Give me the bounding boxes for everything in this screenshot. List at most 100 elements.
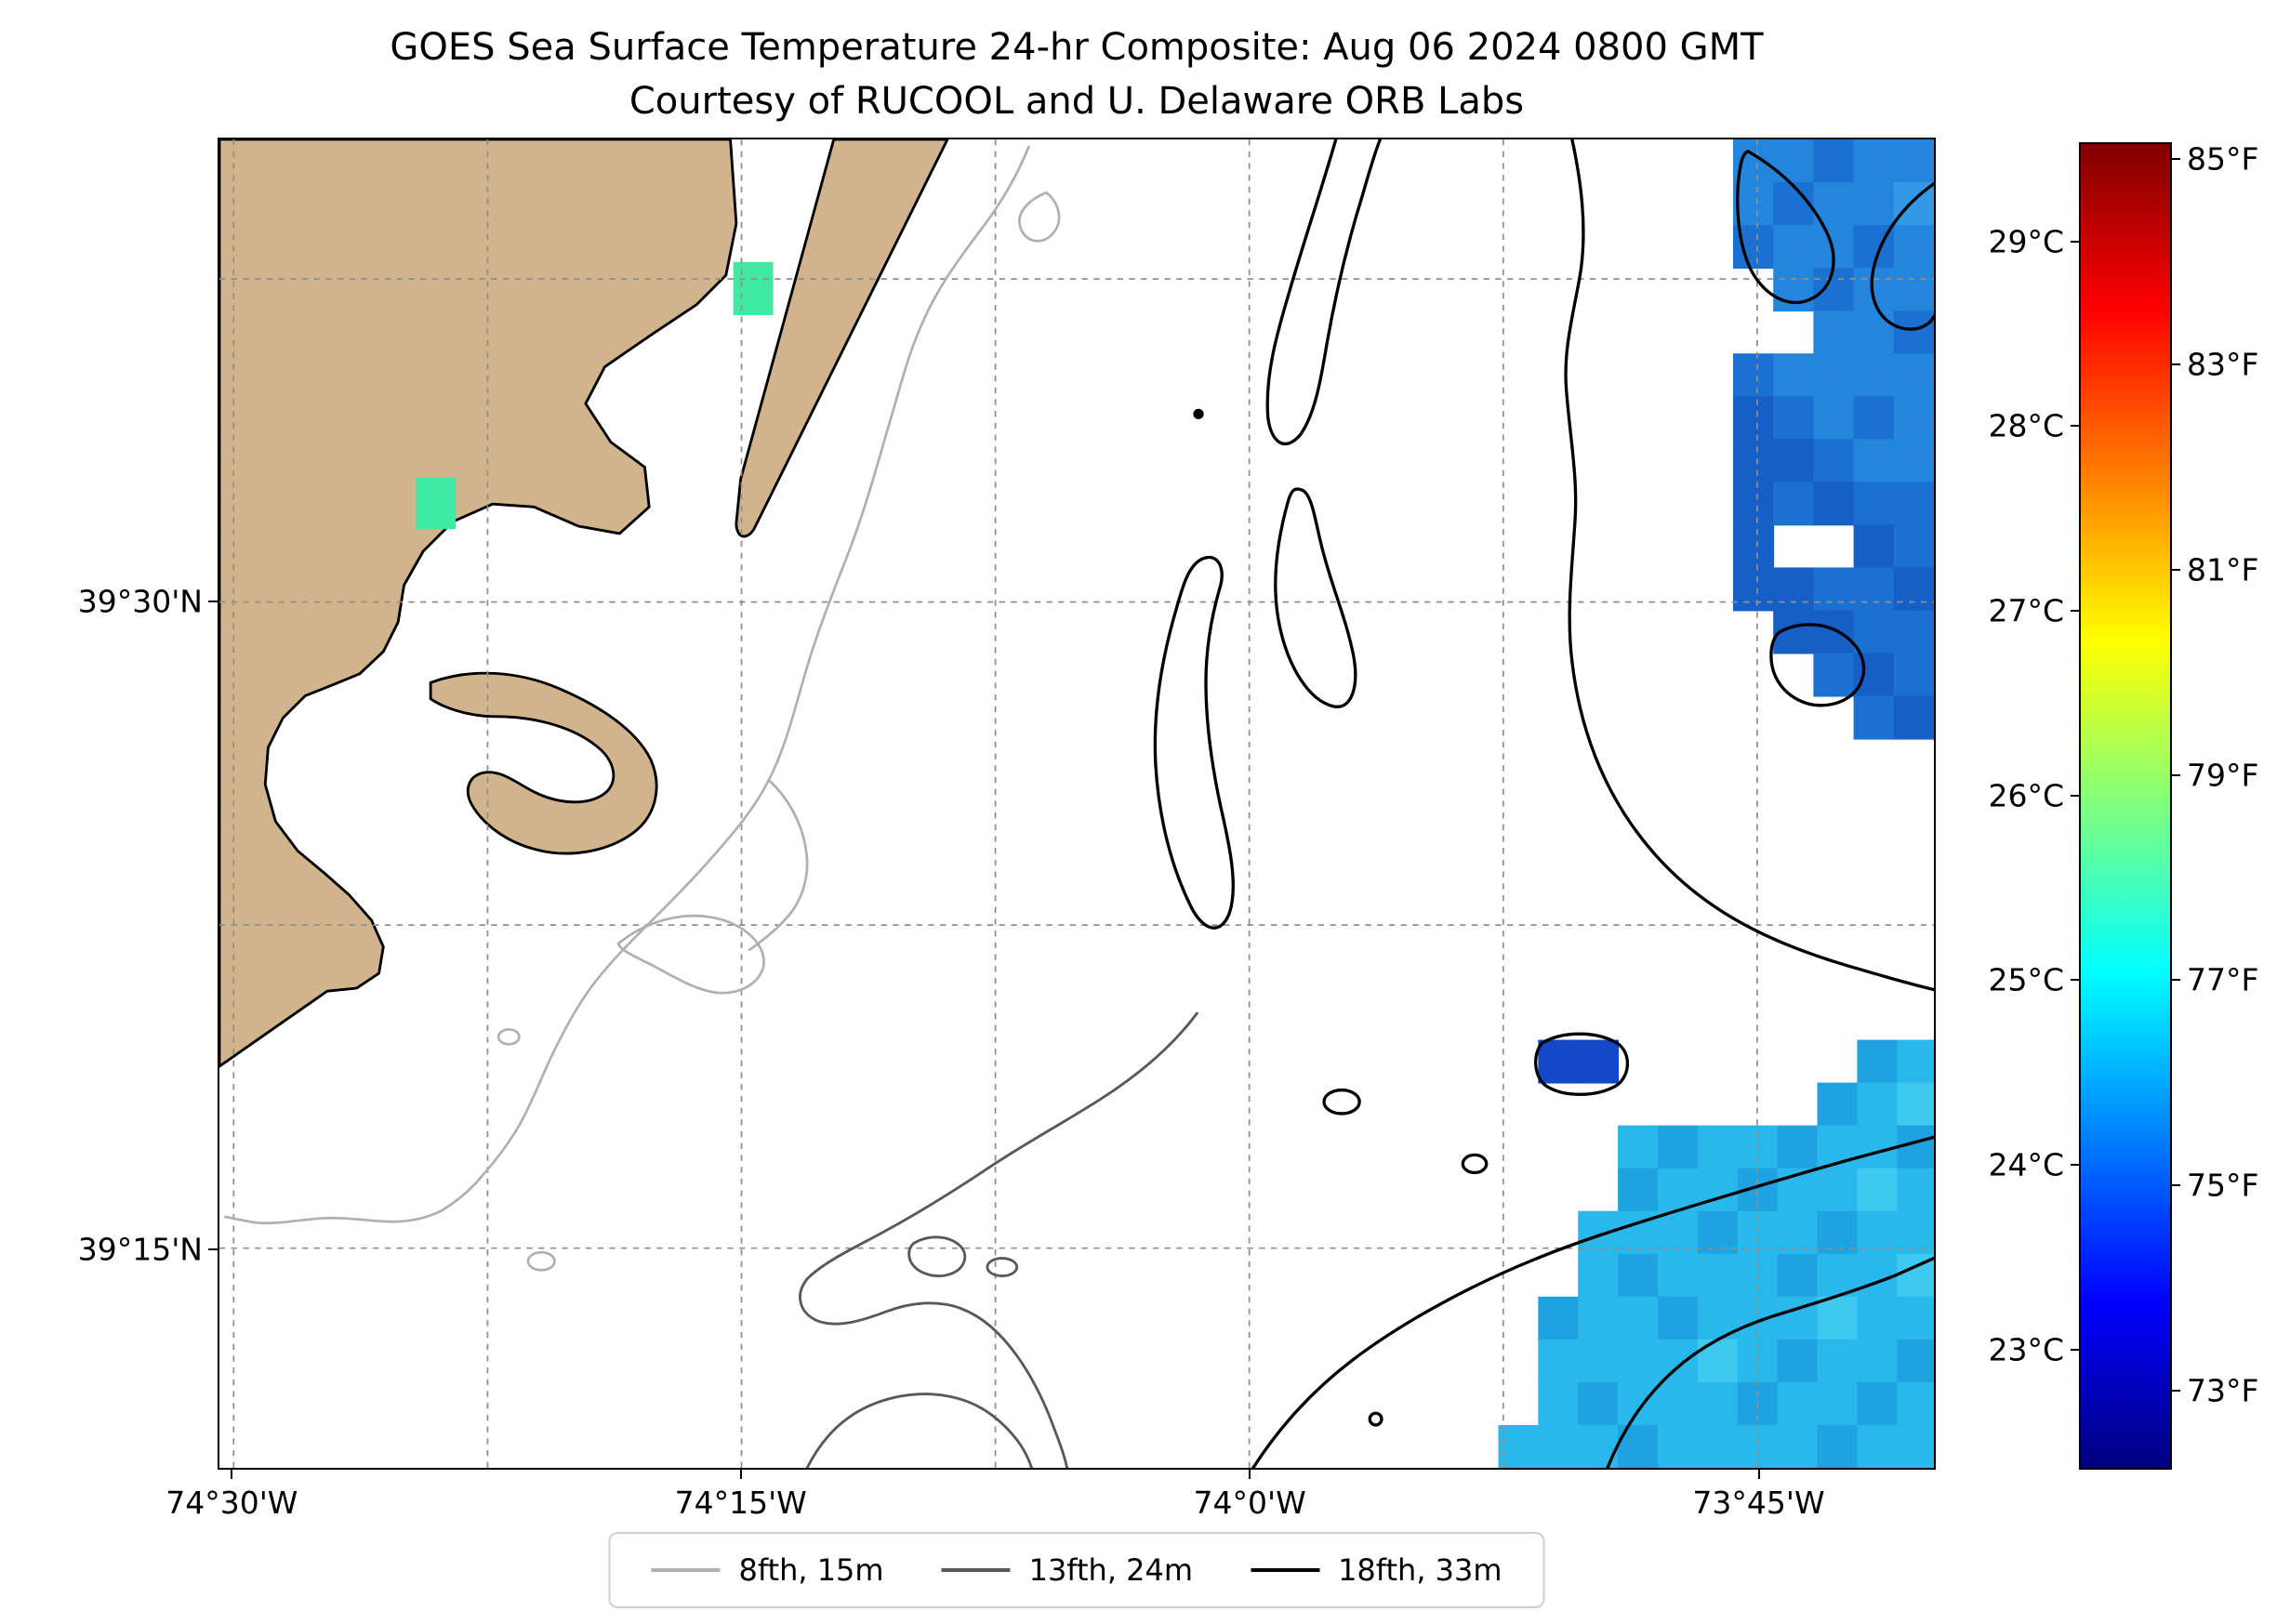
contour-18fth-loop-a <box>1153 555 1235 930</box>
colorbar-tick-fahrenheit <box>2172 158 2180 161</box>
sst-pixel <box>1773 439 1815 483</box>
sst-pixel <box>1732 524 1775 569</box>
sst-pixel <box>1813 653 1855 697</box>
sst-pixel <box>1618 1253 1659 1298</box>
sst-pixel <box>1578 1296 1620 1340</box>
sst-pixel <box>1538 1381 1580 1426</box>
sst-pixel <box>1893 310 1934 355</box>
sst-pixel <box>1853 182 1895 227</box>
sst-pixel <box>1893 225 1934 270</box>
inland-sst-pixel <box>416 477 457 530</box>
contour-18fth-islet-b <box>1461 1153 1489 1175</box>
sst-pixel <box>1773 268 1815 312</box>
sst-pixel <box>1657 1296 1699 1340</box>
colorbar-label-celsius: 25°C <box>1988 961 2064 998</box>
legend-item: 18fth, 33m <box>1251 1552 1502 1588</box>
sst-pixel <box>1853 482 1895 526</box>
sst-pixel <box>1697 1253 1739 1298</box>
sst-pixel <box>1578 1253 1620 1298</box>
sst-pixel <box>1893 567 1934 612</box>
sst-pixel <box>1813 139 1855 183</box>
x-tick-mark <box>1757 1470 1760 1479</box>
x-tick-label: 74°30'W <box>165 1485 298 1521</box>
sst-pixel <box>1897 1168 1934 1212</box>
contour-18fth-islet-a <box>1322 1088 1361 1116</box>
sst-pixel <box>1813 439 1855 483</box>
legend: 8fth, 15m 13fth, 24m 18fth, 33m <box>608 1532 1545 1608</box>
map-canvas <box>219 139 1934 1468</box>
colorbar-label-celsius: 26°C <box>1988 777 2064 814</box>
sst-pixel <box>1853 139 1895 183</box>
sst-pixel <box>1777 1125 1819 1169</box>
sst-pixel <box>1657 1125 1699 1169</box>
contour-18fth-bottom-band-2 <box>1606 1256 1934 1468</box>
sst-pixel <box>1773 225 1815 270</box>
sst-pixel <box>1897 1210 1934 1255</box>
sst-pixel <box>1697 1381 1739 1426</box>
contour-18fth-top-hairpin <box>1265 139 1383 446</box>
plot-title-line2: Courtesy of RUCOOL and U. Delaware ORB L… <box>629 80 1525 123</box>
colorbar-tick-celsius <box>2071 610 2079 613</box>
sst-pixel <box>1773 396 1815 441</box>
contour-13fth-bottom <box>805 1393 1033 1468</box>
sst-pixel <box>1853 610 1895 654</box>
sst-pixel <box>1893 139 1934 183</box>
colorbar-label-fahrenheit: 79°F <box>2187 757 2259 794</box>
sst-pixel <box>1897 1125 1934 1169</box>
sst-pixel <box>1897 1039 1934 1084</box>
sst-pixel <box>1857 1339 1899 1383</box>
sst-pixel <box>1813 610 1855 654</box>
sst-pixel <box>1732 567 1775 612</box>
colorbar-label-fahrenheit: 85°F <box>2187 140 2259 178</box>
land-barrier-spit <box>735 139 949 538</box>
contour-13fth-loop <box>907 1235 967 1277</box>
inland-sst-pixel <box>733 261 774 315</box>
sst-pixel <box>1893 482 1934 526</box>
sst-pixel <box>1773 482 1815 526</box>
x-tick-mark <box>231 1470 233 1479</box>
sst-pixel <box>1893 653 1934 697</box>
contour-13fth-24m <box>799 1011 1198 1468</box>
legend-label: 13fth, 24m <box>1028 1552 1194 1588</box>
colorbar-tick-fahrenheit <box>2172 1390 2180 1392</box>
sst-pixel <box>1773 567 1815 612</box>
colorbar <box>2079 142 2172 1470</box>
colorbar-label-celsius: 29°C <box>1988 223 2064 260</box>
plot-title-line1: GOES Sea Surface Temperature 24-hr Compo… <box>390 26 1764 69</box>
contour-8fth-main <box>224 145 1030 1225</box>
contour-8fth-loop-b <box>496 1028 521 1046</box>
contour-8fth-15m <box>224 145 1061 1272</box>
sst-pixel <box>1857 1424 1899 1468</box>
sst-pixel <box>1777 1339 1819 1383</box>
colorbar-tick-fahrenheit <box>2172 979 2180 982</box>
sst-pixel <box>1813 482 1855 526</box>
colorbar-tick-celsius <box>2071 240 2079 243</box>
contour-18fth-bottom-band-1 <box>1251 1135 1934 1468</box>
sst-pixel <box>1773 353 1815 398</box>
sst-pixel <box>1813 567 1855 612</box>
y-tick-label: 39°30'N <box>77 583 203 620</box>
sst-pixel <box>1618 1339 1659 1383</box>
sst-pixel <box>1897 1424 1934 1468</box>
sst-pixel <box>1857 1168 1899 1212</box>
sst-pixel <box>1893 610 1934 654</box>
sst-pixel <box>1618 1125 1659 1169</box>
legend-line-swatch <box>651 1568 721 1572</box>
x-tick-label: 73°45'W <box>1692 1485 1825 1521</box>
contour-18fth-33m <box>1153 139 1934 1468</box>
sst-pixel <box>1897 1339 1934 1383</box>
contour-18fth-edge-squiggle <box>1870 181 1934 331</box>
legend-label: 18fth, 33m <box>1338 1552 1502 1588</box>
sst-pixel <box>1657 1339 1699 1383</box>
contour-18fth-coldpool-loop <box>1534 1032 1630 1096</box>
sst-pixel <box>1897 1381 1934 1426</box>
contour-8fth-top-squiggle <box>1018 191 1061 243</box>
colorbar-tick-fahrenheit <box>2172 773 2180 776</box>
colorbar-label-fahrenheit: 83°F <box>2187 346 2259 383</box>
sst-pixel <box>1773 182 1815 227</box>
sst-pixel <box>1618 1168 1659 1212</box>
sst-pixel <box>1773 139 1815 183</box>
contour-13fth-islet <box>986 1257 1019 1278</box>
sst-pixel <box>1853 567 1895 612</box>
sst-pixel <box>1853 268 1895 312</box>
